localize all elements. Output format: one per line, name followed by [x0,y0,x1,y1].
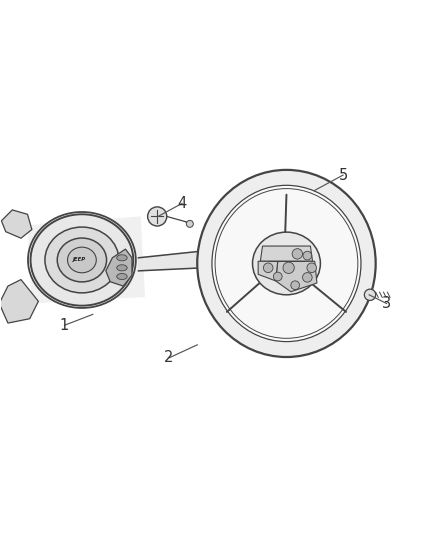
Ellipse shape [212,185,361,342]
Polygon shape [28,216,145,303]
Circle shape [291,281,300,289]
Text: 3: 3 [382,296,391,311]
Polygon shape [260,246,313,261]
Circle shape [364,289,376,301]
Circle shape [186,220,193,228]
Ellipse shape [197,170,376,357]
Ellipse shape [45,227,119,293]
Text: 4: 4 [177,196,187,211]
Ellipse shape [213,187,360,340]
Circle shape [283,262,294,273]
Polygon shape [106,249,132,286]
Text: 1: 1 [60,318,69,333]
Polygon shape [138,250,212,271]
Circle shape [303,251,312,260]
Circle shape [292,249,303,259]
Polygon shape [258,261,278,281]
Ellipse shape [67,247,96,273]
Circle shape [307,263,317,272]
Ellipse shape [253,232,321,295]
Circle shape [273,272,282,281]
Circle shape [263,263,273,272]
Ellipse shape [31,214,133,305]
Text: 5: 5 [339,167,348,183]
Polygon shape [1,210,32,238]
Polygon shape [0,279,39,323]
Polygon shape [276,261,317,292]
Ellipse shape [117,265,127,271]
Circle shape [148,207,167,226]
Text: 2: 2 [164,350,173,366]
Ellipse shape [117,273,127,279]
Ellipse shape [117,255,127,261]
Circle shape [303,272,312,282]
Ellipse shape [57,238,106,282]
Text: JEEP: JEEP [73,257,86,262]
